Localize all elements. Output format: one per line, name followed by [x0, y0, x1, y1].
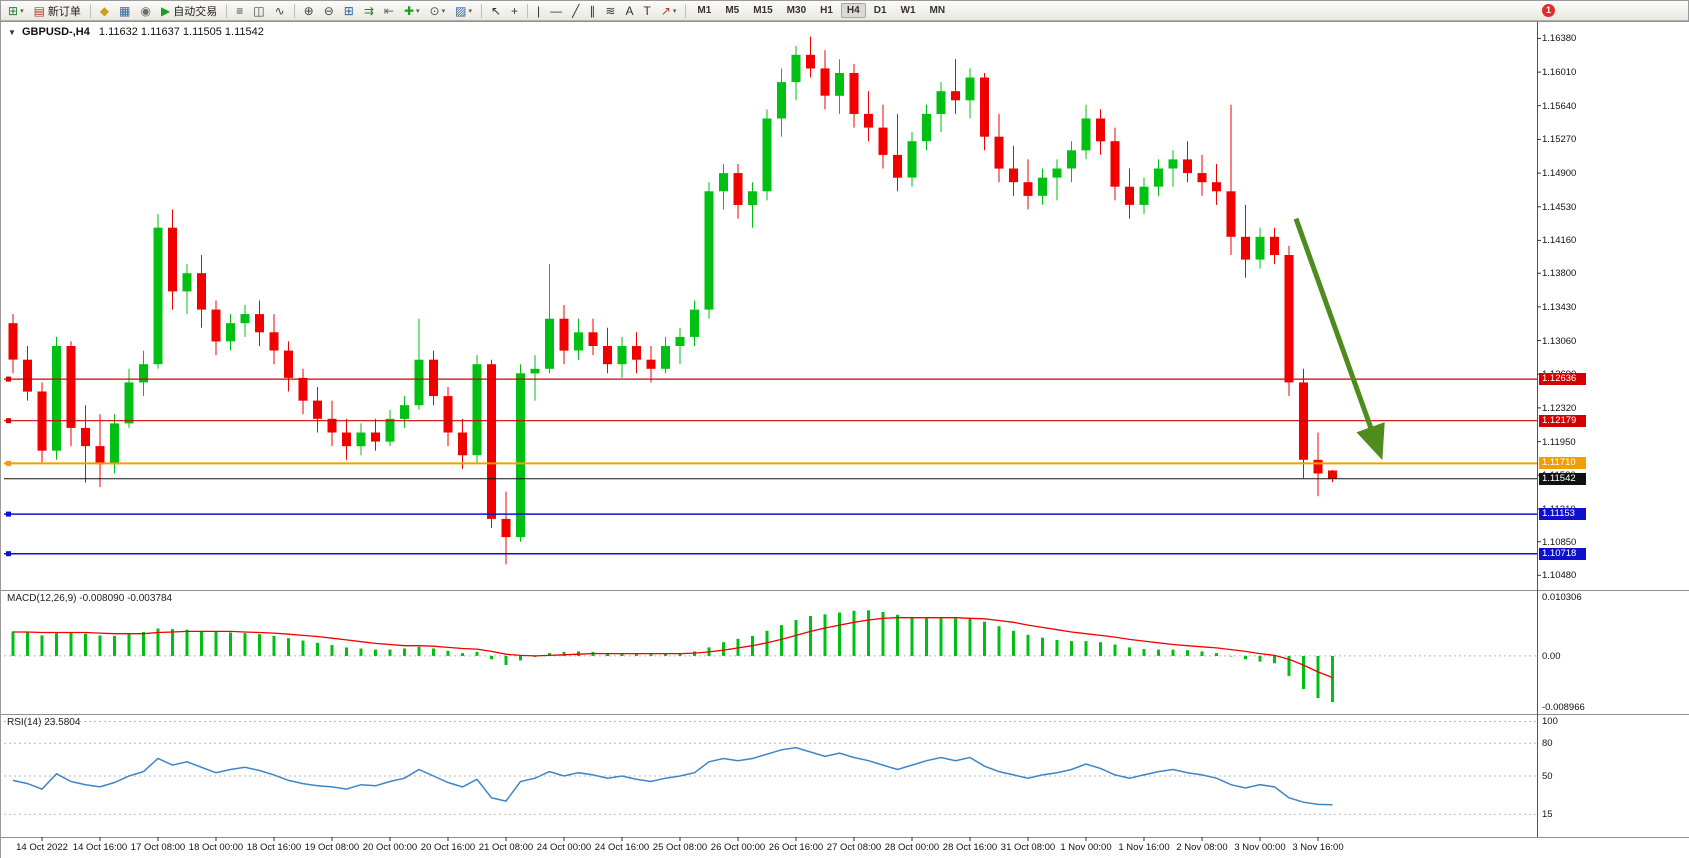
timeframe-m1-button[interactable]: M1: [697, 5, 712, 16]
toolbar-separator: [293, 3, 295, 18]
toolbar-separator: [226, 3, 228, 18]
dropdown-caret-icon: ▾: [441, 7, 446, 15]
price-level-lines[interactable]: [4, 376, 1537, 557]
zoom-in-button[interactable]: ⊕: [300, 2, 318, 19]
toolbar: ⊞ ▾ ▤ 新订单 ◆ ▦ ◉ ▶ 自动交易 ≡ ◫ ∿ ⊕ ⊖ ⊞ ⇉ ⇤ ✚ ▾ ⊙ ▾ ▨ ▾ ↖ + | — ╱ ∥ ≋ A T ↗ ▾ M…: [1, 1, 1688, 21]
axis-ticks: [41, 37, 1541, 841]
macd-histogram: [11, 610, 1334, 703]
indicators-button[interactable]: ✚ ▾: [400, 2, 424, 19]
price-axis[interactable]: [1538, 22, 1689, 837]
dropdown-caret-icon: ▾: [468, 7, 472, 15]
one-click-collapse-icon[interactable]: ▼: [8, 28, 16, 37]
auto-scroll-icon: ⇉: [363, 3, 374, 18]
toolbar-separator: [89, 3, 91, 18]
auto-scroll-button[interactable]: ⇉: [360, 2, 378, 19]
rsi-line: [12, 746, 1333, 806]
channel-button[interactable]: ∥: [585, 2, 599, 19]
text-label-button[interactable]: T: [639, 2, 654, 19]
trendline-button[interactable]: ╱: [568, 2, 583, 19]
chart-symbol-period: GBPUSD-,H4: [21, 26, 90, 38]
chart-shift-icon: ⇤: [383, 3, 394, 18]
dropdown-caret-icon: ▾: [672, 7, 677, 15]
new-chart-icon: ⊞: [8, 3, 19, 18]
auto-trading-button[interactable]: ▶ 自动交易: [157, 2, 221, 19]
fibonacci-button[interactable]: ≋: [601, 2, 619, 19]
dropdown-caret-icon: ▾: [20, 7, 24, 15]
chart-title: ▼ GBPUSD-,H4 1.11632 1.11637 1.11505 1.1…: [8, 26, 264, 38]
horizontal-line-button[interactable]: —: [546, 2, 566, 19]
tile-windows-button[interactable]: ⊞: [340, 2, 358, 19]
chart-shift-button[interactable]: ⇤: [380, 2, 398, 19]
toolbar-separator: [685, 3, 687, 18]
market-watch-button[interactable]: ▦: [115, 2, 134, 19]
fibonacci-icon: ≋: [605, 3, 616, 18]
line-chart-icon: ∿: [274, 3, 285, 18]
timeframe-d1-button[interactable]: D1: [873, 5, 887, 16]
macd-indicator-label: MACD(12,26,9) -0.008090 -0.003784: [7, 593, 173, 604]
zoom-out-icon: ⊖: [323, 3, 334, 18]
vertical-line-icon: |: [537, 3, 541, 18]
auto-trading-button-label: 自动交易: [173, 5, 218, 18]
notification-badge[interactable]: 1: [1542, 4, 1555, 17]
cursor-icon: ↖: [490, 3, 502, 18]
bars-icon: ≡: [236, 3, 244, 18]
pane-separators: [1, 21, 1689, 838]
data-window-icon: ◉: [140, 3, 151, 18]
arrows-button[interactable]: ↗ ▾: [657, 2, 681, 19]
new-order-button-label: 新订单: [47, 5, 81, 18]
timeframe-mn-button[interactable]: MN: [929, 5, 946, 16]
timeframe-m30-button[interactable]: M30: [786, 5, 807, 16]
rsi-indicator-label: RSI(14) 23.5804: [7, 717, 81, 728]
tile-windows-icon: ⊞: [343, 3, 354, 18]
zoom-out-button[interactable]: ⊖: [320, 2, 338, 19]
candles-icon: ◫: [253, 3, 265, 18]
timeframe-m5-button[interactable]: M5: [725, 5, 740, 16]
text-icon: A: [625, 3, 634, 18]
templates-button[interactable]: ▨ ▾: [451, 2, 476, 19]
periods-icon: ⊙: [429, 3, 440, 18]
indicators-icon: ✚: [403, 3, 415, 18]
data-window-button[interactable]: ◉: [137, 2, 155, 19]
profiles-icon: ◆: [99, 3, 110, 18]
macd-signal-line: [13, 617, 1333, 679]
line-chart-button[interactable]: ∿: [271, 2, 289, 19]
timeframe-w1-button[interactable]: W1: [900, 5, 916, 16]
text-label-icon: T: [643, 3, 651, 18]
timeframe-h1-button[interactable]: H1: [820, 5, 833, 16]
new-order-button[interactable]: ▤ 新订单: [30, 2, 85, 19]
time-axis[interactable]: [1, 838, 1689, 858]
chart-ohlc: 1.11632 1.11637 1.11505 1.11542: [98, 26, 264, 38]
candlestick-series: [8, 36, 1337, 565]
trendline-icon: ╱: [572, 3, 580, 18]
candles-button[interactable]: ◫: [249, 2, 268, 19]
vertical-line-button[interactable]: |: [533, 2, 544, 19]
profiles-button[interactable]: ◆: [96, 2, 113, 19]
horizontal-line-icon: —: [550, 3, 563, 18]
new-order-icon: ▤: [33, 3, 45, 18]
channel-icon: ∥: [589, 3, 596, 18]
crosshair-icon: +: [511, 3, 519, 18]
dropdown-caret-icon: ▾: [416, 7, 420, 15]
trend-arrow-annotation[interactable]: [1293, 217, 1385, 461]
crosshair-button[interactable]: +: [507, 2, 522, 19]
periods-button[interactable]: ⊙ ▾: [426, 2, 450, 19]
bars-button[interactable]: ≡: [232, 2, 247, 19]
templates-icon: ▨: [455, 3, 467, 18]
arrows-icon: ↗: [660, 3, 671, 18]
timeframe-h4-button[interactable]: H4: [840, 3, 866, 18]
text-button[interactable]: A: [621, 2, 637, 19]
auto-trading-icon: ▶: [160, 3, 171, 18]
new-chart-button[interactable]: ⊞ ▾: [4, 2, 28, 19]
timeframe-m15-button[interactable]: M15: [753, 5, 773, 16]
cursor-button[interactable]: ↖: [487, 2, 505, 19]
toolbar-separator: [527, 3, 529, 18]
toolbar-separator: [480, 3, 482, 18]
zoom-in-icon: ⊕: [303, 3, 314, 18]
market-watch-icon: ▦: [119, 3, 131, 18]
